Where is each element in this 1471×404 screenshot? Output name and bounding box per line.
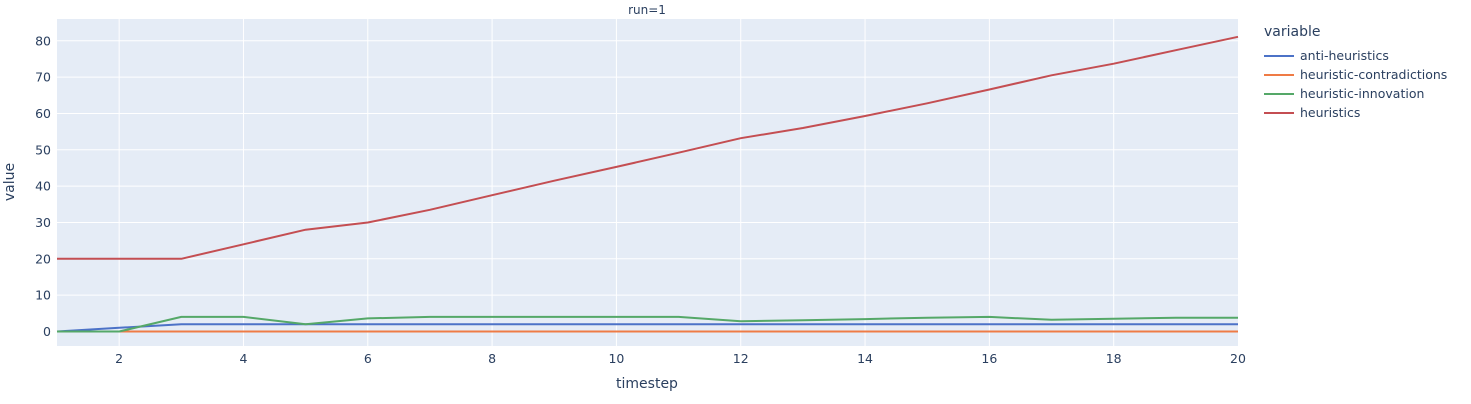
legend-title: variable: [1264, 24, 1321, 40]
legend-items: anti-heuristics heuristic-contradictions h…: [1264, 46, 1447, 122]
legend-label: heuristic-contradictions: [1300, 67, 1448, 82]
legend: variable anti-heuristics heuristic-contra…: [1264, 24, 1447, 122]
x-tick-label: 4: [239, 351, 247, 366]
x-tick-label: 14: [857, 351, 873, 366]
plot-background: [57, 19, 1238, 346]
y-tick-label: 60: [35, 106, 51, 121]
x-tick-label: 20: [1230, 351, 1246, 366]
x-tick-labels: 2 4 6 8 10 12 14 16 18 20: [115, 351, 1246, 366]
legend-item-anti-heuristics[interactable]: anti-heuristics: [1264, 46, 1447, 65]
legend-item-heuristic-contradictions[interactable]: heuristic-contradictions: [1264, 65, 1447, 84]
y-tick-labels: 0 10 20 30 40 50 60 70 80: [35, 33, 51, 339]
series-line-heuristic-innovation: [57, 315, 1238, 333]
series-lines: [56, 35, 1239, 333]
y-tick-label: 50: [35, 142, 51, 157]
x-tick-label: 6: [364, 351, 372, 366]
x-tick-label: 2: [115, 351, 123, 366]
x-axis-label: timestep: [616, 376, 678, 392]
y-tick-label: 0: [43, 324, 51, 339]
legend-swatch: [1264, 73, 1294, 76]
y-tick-label: 10: [35, 288, 51, 303]
legend-label: heuristic-innovation: [1300, 86, 1425, 101]
chart-title: run=1: [628, 3, 666, 17]
y-tick-label: 80: [35, 33, 51, 48]
legend-label: anti-heuristics: [1300, 48, 1389, 63]
series-line-anti-heuristics: [56, 323, 1238, 333]
legend-swatch: [1264, 54, 1294, 57]
x-tick-label: 18: [1106, 351, 1122, 366]
x-tick-label: 16: [981, 351, 997, 366]
y-tick-label: 30: [35, 215, 51, 230]
legend-item-heuristic-innovation[interactable]: heuristic-innovation: [1264, 84, 1447, 103]
y-tick-label: 70: [35, 70, 51, 85]
x-tick-label: 10: [608, 351, 624, 366]
x-tick-label: 12: [733, 351, 749, 366]
legend-label: heuristics: [1300, 105, 1361, 120]
y-tick-label: 20: [35, 251, 51, 266]
legend-swatch: [1264, 92, 1294, 95]
series-line-heuristics: [57, 35, 1239, 260]
grid: [57, 19, 1238, 346]
x-tick-label: 8: [488, 351, 496, 366]
legend-swatch: [1264, 111, 1294, 114]
y-tick-label: 40: [35, 179, 51, 194]
y-axis-label: value: [2, 163, 18, 201]
legend-item-heuristics[interactable]: heuristics: [1264, 103, 1447, 122]
